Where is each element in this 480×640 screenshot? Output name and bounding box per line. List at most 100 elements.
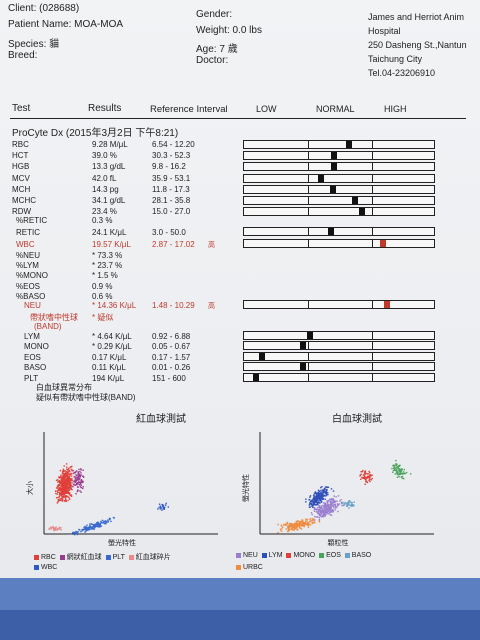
neu-cloud bbox=[310, 495, 343, 521]
hospital-address: 250 Dasheng St.,Nantun bbox=[368, 40, 467, 50]
mch-ref: 11.8 - 17.3 bbox=[152, 184, 190, 194]
right-plot-title: 白血球測試 bbox=[332, 414, 382, 425]
eos-level-bar bbox=[243, 351, 435, 361]
plt-level-bar bbox=[243, 372, 435, 382]
rbc-result: 9.28 M/μL bbox=[92, 140, 128, 149]
col-test: Test bbox=[12, 103, 31, 114]
hct-level-marker bbox=[331, 152, 337, 160]
hospital-city: Taichung City bbox=[368, 54, 423, 64]
mono-level-marker bbox=[300, 342, 306, 350]
mcv-name: MCV bbox=[12, 173, 30, 183]
mono-abs-name: MONO bbox=[24, 342, 49, 352]
legend-mono: MONO bbox=[286, 552, 315, 559]
urbc-cloud bbox=[277, 518, 321, 534]
mono-abs-result: * 0.29 K/μL bbox=[92, 342, 132, 352]
pct-eos-result: 0.9 % bbox=[92, 281, 113, 291]
hgb-level-marker bbox=[331, 163, 337, 171]
rbc-level-marker bbox=[346, 141, 352, 148]
neu-flag: 高 bbox=[208, 303, 215, 310]
hct-level-bar bbox=[243, 151, 435, 161]
legend-rbc: RBC bbox=[34, 554, 56, 561]
baso-abs-name: BASO bbox=[24, 363, 47, 373]
hgb-ref: 9.8 - 16.2 bbox=[152, 162, 186, 172]
mch-name: MCH bbox=[12, 184, 31, 194]
rdw-name: RDW bbox=[12, 207, 32, 217]
hct-name: HCT bbox=[12, 151, 29, 161]
mchc-result: 34.1 g/dL bbox=[92, 196, 126, 205]
legend-frag: 紅血球碎片 bbox=[128, 554, 171, 561]
hct-ref: 30.3 - 52.3 bbox=[152, 151, 191, 161]
breed: Breed: bbox=[8, 50, 38, 61]
mchc-level-bar bbox=[243, 196, 435, 205]
run-title: ProCyte Dx (2015年3月2日 下午8:21) bbox=[12, 128, 179, 139]
legend-urbc: URBC bbox=[236, 564, 263, 571]
plt-abs-result: 194 K/μL bbox=[92, 373, 125, 383]
plt-abs-name: PLT bbox=[24, 373, 39, 383]
mcv-result: 42.0 fL bbox=[92, 173, 117, 183]
left-legend-2: WBC bbox=[34, 564, 57, 571]
wbc-ref: 2.87 - 17.02 bbox=[152, 240, 195, 249]
pct-baso-result: 0.6 % bbox=[92, 291, 113, 301]
lym-level-marker bbox=[307, 332, 313, 339]
retic-level-bar bbox=[243, 227, 435, 236]
mch-result: 14.3 pg bbox=[92, 184, 119, 194]
rbc-level-bar bbox=[243, 140, 435, 149]
retic-level-marker bbox=[328, 228, 334, 235]
retic-pct-result: 0.3 % bbox=[92, 216, 113, 225]
legend-retic: 網狀紅血球 bbox=[59, 554, 102, 561]
retic-cloud bbox=[70, 468, 85, 495]
patient-name: Patient Name: MOA-MOA bbox=[8, 19, 124, 30]
header-divider bbox=[10, 118, 466, 119]
band-name: 帶狀嗜中性球 bbox=[30, 313, 78, 322]
col-normal: NORMAL bbox=[316, 104, 355, 114]
legend-neu: NEU bbox=[236, 552, 258, 559]
legend-wbc: WBC bbox=[34, 564, 57, 571]
lym-level-bar bbox=[243, 331, 435, 340]
eos-abs-name: EOS bbox=[24, 352, 41, 362]
neu-result: * 14.36 K/μL bbox=[92, 301, 137, 310]
plt-abs-ref: 151 - 600 bbox=[152, 373, 186, 383]
doctor: Doctor: bbox=[196, 55, 229, 66]
client-label: Client: (028688) bbox=[8, 3, 80, 14]
rbc-plot-y-label: 大小 bbox=[25, 481, 34, 495]
rdw-result: 23.4 % bbox=[92, 207, 117, 217]
col-low: LOW bbox=[256, 104, 277, 114]
mcv-ref: 35.9 - 53.1 bbox=[152, 173, 191, 183]
wbc-flag: 高 bbox=[208, 242, 215, 249]
wbc-level-bar bbox=[243, 239, 435, 248]
mcv-level-bar bbox=[243, 173, 435, 183]
left-plot-title: 紅血球測試 bbox=[136, 414, 186, 425]
rbc-cloud bbox=[55, 463, 75, 504]
neu-ref: 1.48 - 10.29 bbox=[152, 301, 195, 310]
rbc-ref: 6.54 - 12.20 bbox=[152, 140, 195, 149]
mono-abs-ref: 0.05 - 0.67 bbox=[152, 342, 191, 352]
mch-level-marker bbox=[330, 185, 336, 193]
retic-name: RETIC bbox=[16, 228, 40, 237]
right-legend: NEU LYM MONO EOS BASO bbox=[236, 552, 371, 559]
mchc-level-marker bbox=[352, 197, 358, 204]
rdw-level-marker bbox=[359, 208, 365, 216]
retic-result: 24.1 K/μL bbox=[92, 228, 127, 237]
mono-cloud bbox=[359, 469, 373, 485]
left-legend: RBC 網狀紅血球 PLT 紅血球碎片 bbox=[34, 552, 171, 562]
legend-eos: EOS bbox=[319, 552, 341, 559]
pct-lym-name: %LYM bbox=[16, 261, 39, 271]
baso-level-marker bbox=[300, 363, 306, 371]
frag-cloud bbox=[48, 526, 62, 532]
wbc-cloud-left bbox=[157, 502, 169, 511]
wbc-name: WBC bbox=[16, 240, 35, 249]
hct-result: 39.0 % bbox=[92, 151, 117, 161]
eos-level-marker bbox=[259, 352, 265, 360]
note-1: 白血球異常分布 bbox=[36, 383, 92, 392]
rdw-level-bar bbox=[243, 207, 435, 217]
weight: Weight: 0.0 lbs bbox=[196, 25, 262, 36]
eos-abs-result: 0.17 K/μL bbox=[92, 352, 127, 362]
plt-cloud bbox=[69, 516, 115, 536]
mchc-name: MCHC bbox=[12, 196, 36, 205]
pct-mono-result: * 1.5 % bbox=[92, 271, 118, 281]
age: Age: 7 歲 bbox=[196, 44, 238, 55]
eos-abs-ref: 0.17 - 1.57 bbox=[152, 352, 191, 362]
hgb-name: HGB bbox=[12, 162, 30, 172]
